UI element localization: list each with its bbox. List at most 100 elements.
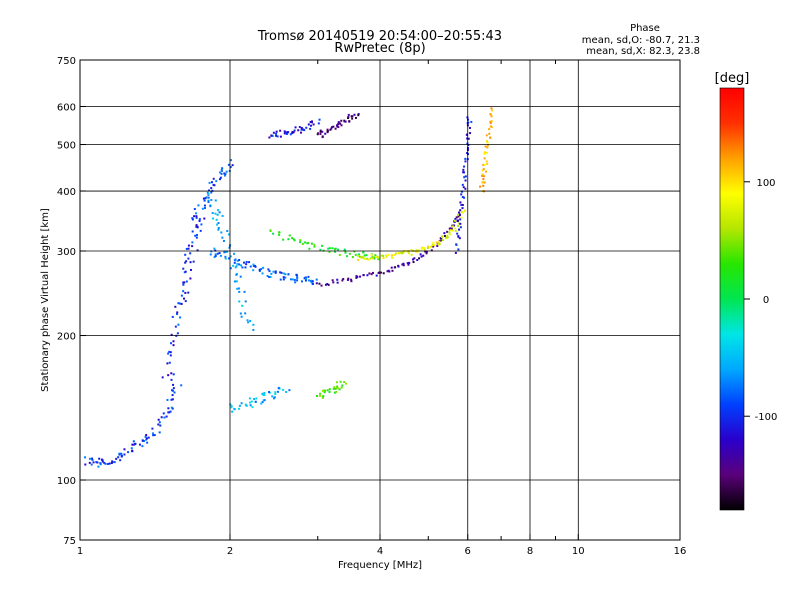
scatter-point [323, 391, 326, 394]
scatter-point [238, 259, 241, 262]
scatter-point [302, 128, 305, 131]
scatter-point [273, 396, 276, 399]
scatter-point [380, 254, 383, 257]
scatter-point [229, 267, 232, 270]
scatter-point [453, 224, 456, 227]
scatter-point [322, 389, 325, 392]
scatter-point [425, 252, 428, 255]
scatter-point [238, 290, 241, 293]
scatter-point [106, 462, 109, 465]
scatter-point [368, 272, 371, 275]
scatter-point [216, 209, 219, 212]
plot-grid [80, 60, 680, 540]
scatter-point [371, 256, 374, 259]
scatter-point [466, 137, 469, 140]
scatter-point [263, 392, 266, 395]
scatter-point [235, 273, 238, 276]
scatter-point [486, 146, 489, 149]
scatter-point [458, 237, 461, 240]
scatter-point [377, 258, 380, 261]
scatter-point [286, 131, 289, 134]
scatter-point [245, 260, 248, 263]
colorbar-ticks: 100 0 -100 [744, 178, 777, 423]
scatter-point [214, 253, 217, 256]
scatter-point [441, 239, 444, 242]
scatter-point [83, 456, 86, 459]
scatter-point [333, 391, 336, 394]
scatter-point [463, 165, 466, 168]
scatter-point [424, 250, 427, 253]
scatter-point [376, 255, 379, 258]
scatter-point [235, 280, 238, 283]
scatter-point [276, 135, 279, 138]
scatter-point [249, 404, 252, 407]
scatter-point [341, 279, 344, 282]
scatter-point [393, 253, 396, 256]
scatter-point [464, 157, 467, 160]
x-tick-label: 10 [572, 546, 585, 557]
scatter-point [272, 397, 275, 400]
scatter-point [382, 254, 385, 257]
scatter-point [287, 238, 290, 241]
scatter-point [272, 232, 275, 235]
scatter-point [214, 249, 217, 252]
scatter-point [462, 171, 465, 174]
scatter-point [177, 323, 180, 326]
scatter-point [244, 312, 247, 315]
scatter-point [207, 189, 210, 192]
scatter-point [410, 248, 413, 251]
scatter-point [454, 229, 457, 232]
scatter-point [205, 196, 208, 199]
scatter-point [348, 120, 351, 123]
scatter-point [310, 279, 313, 282]
scatter-point [326, 282, 329, 285]
scatter-point [296, 279, 299, 282]
scatter-point [322, 249, 325, 252]
scatter-point [334, 387, 337, 390]
scatter-point [198, 219, 201, 222]
scatter-point [227, 163, 230, 166]
scatter-point [270, 134, 273, 137]
scatter-point [459, 201, 462, 204]
scatter-point [96, 461, 99, 464]
scatter-point [263, 399, 266, 402]
scatter-point [101, 460, 104, 463]
scatter-point [274, 270, 277, 273]
scatter-point [422, 254, 425, 257]
scatter-point [240, 264, 243, 267]
scatter-point [152, 432, 155, 435]
scatter-point [456, 219, 459, 222]
scatter-point [291, 132, 294, 135]
y-tick-label: 200 [57, 332, 76, 343]
scatter-point [279, 129, 282, 132]
scatter-point [187, 247, 190, 250]
scatter-point [347, 277, 350, 280]
scatter-point [354, 253, 357, 256]
scatter-point [225, 170, 228, 173]
scatter-point [458, 213, 461, 216]
scatter-point [313, 243, 316, 246]
scatter-point [334, 127, 337, 130]
scatter-point [317, 122, 320, 125]
scatter-point [218, 251, 221, 254]
colorbar-label: [deg] [715, 71, 750, 86]
scatter-point [482, 178, 485, 181]
scatter-point [311, 283, 314, 286]
scatter-point [210, 181, 213, 184]
scatter-point [243, 290, 246, 293]
scatter-point [319, 130, 322, 133]
scatter-point [166, 362, 169, 365]
scatter-point [485, 160, 488, 163]
scatter-point [258, 268, 261, 271]
scatter-point [212, 217, 215, 220]
scatter-point [203, 217, 206, 220]
scatter-point [184, 270, 187, 273]
scatter-point [235, 265, 238, 268]
scatter-point [371, 257, 374, 260]
scatter-point [168, 350, 171, 353]
scatter-point [268, 276, 271, 279]
scatter-point [291, 131, 294, 134]
scatter-point [250, 400, 253, 403]
scatter-point [423, 248, 426, 251]
scatter-point [244, 300, 247, 303]
